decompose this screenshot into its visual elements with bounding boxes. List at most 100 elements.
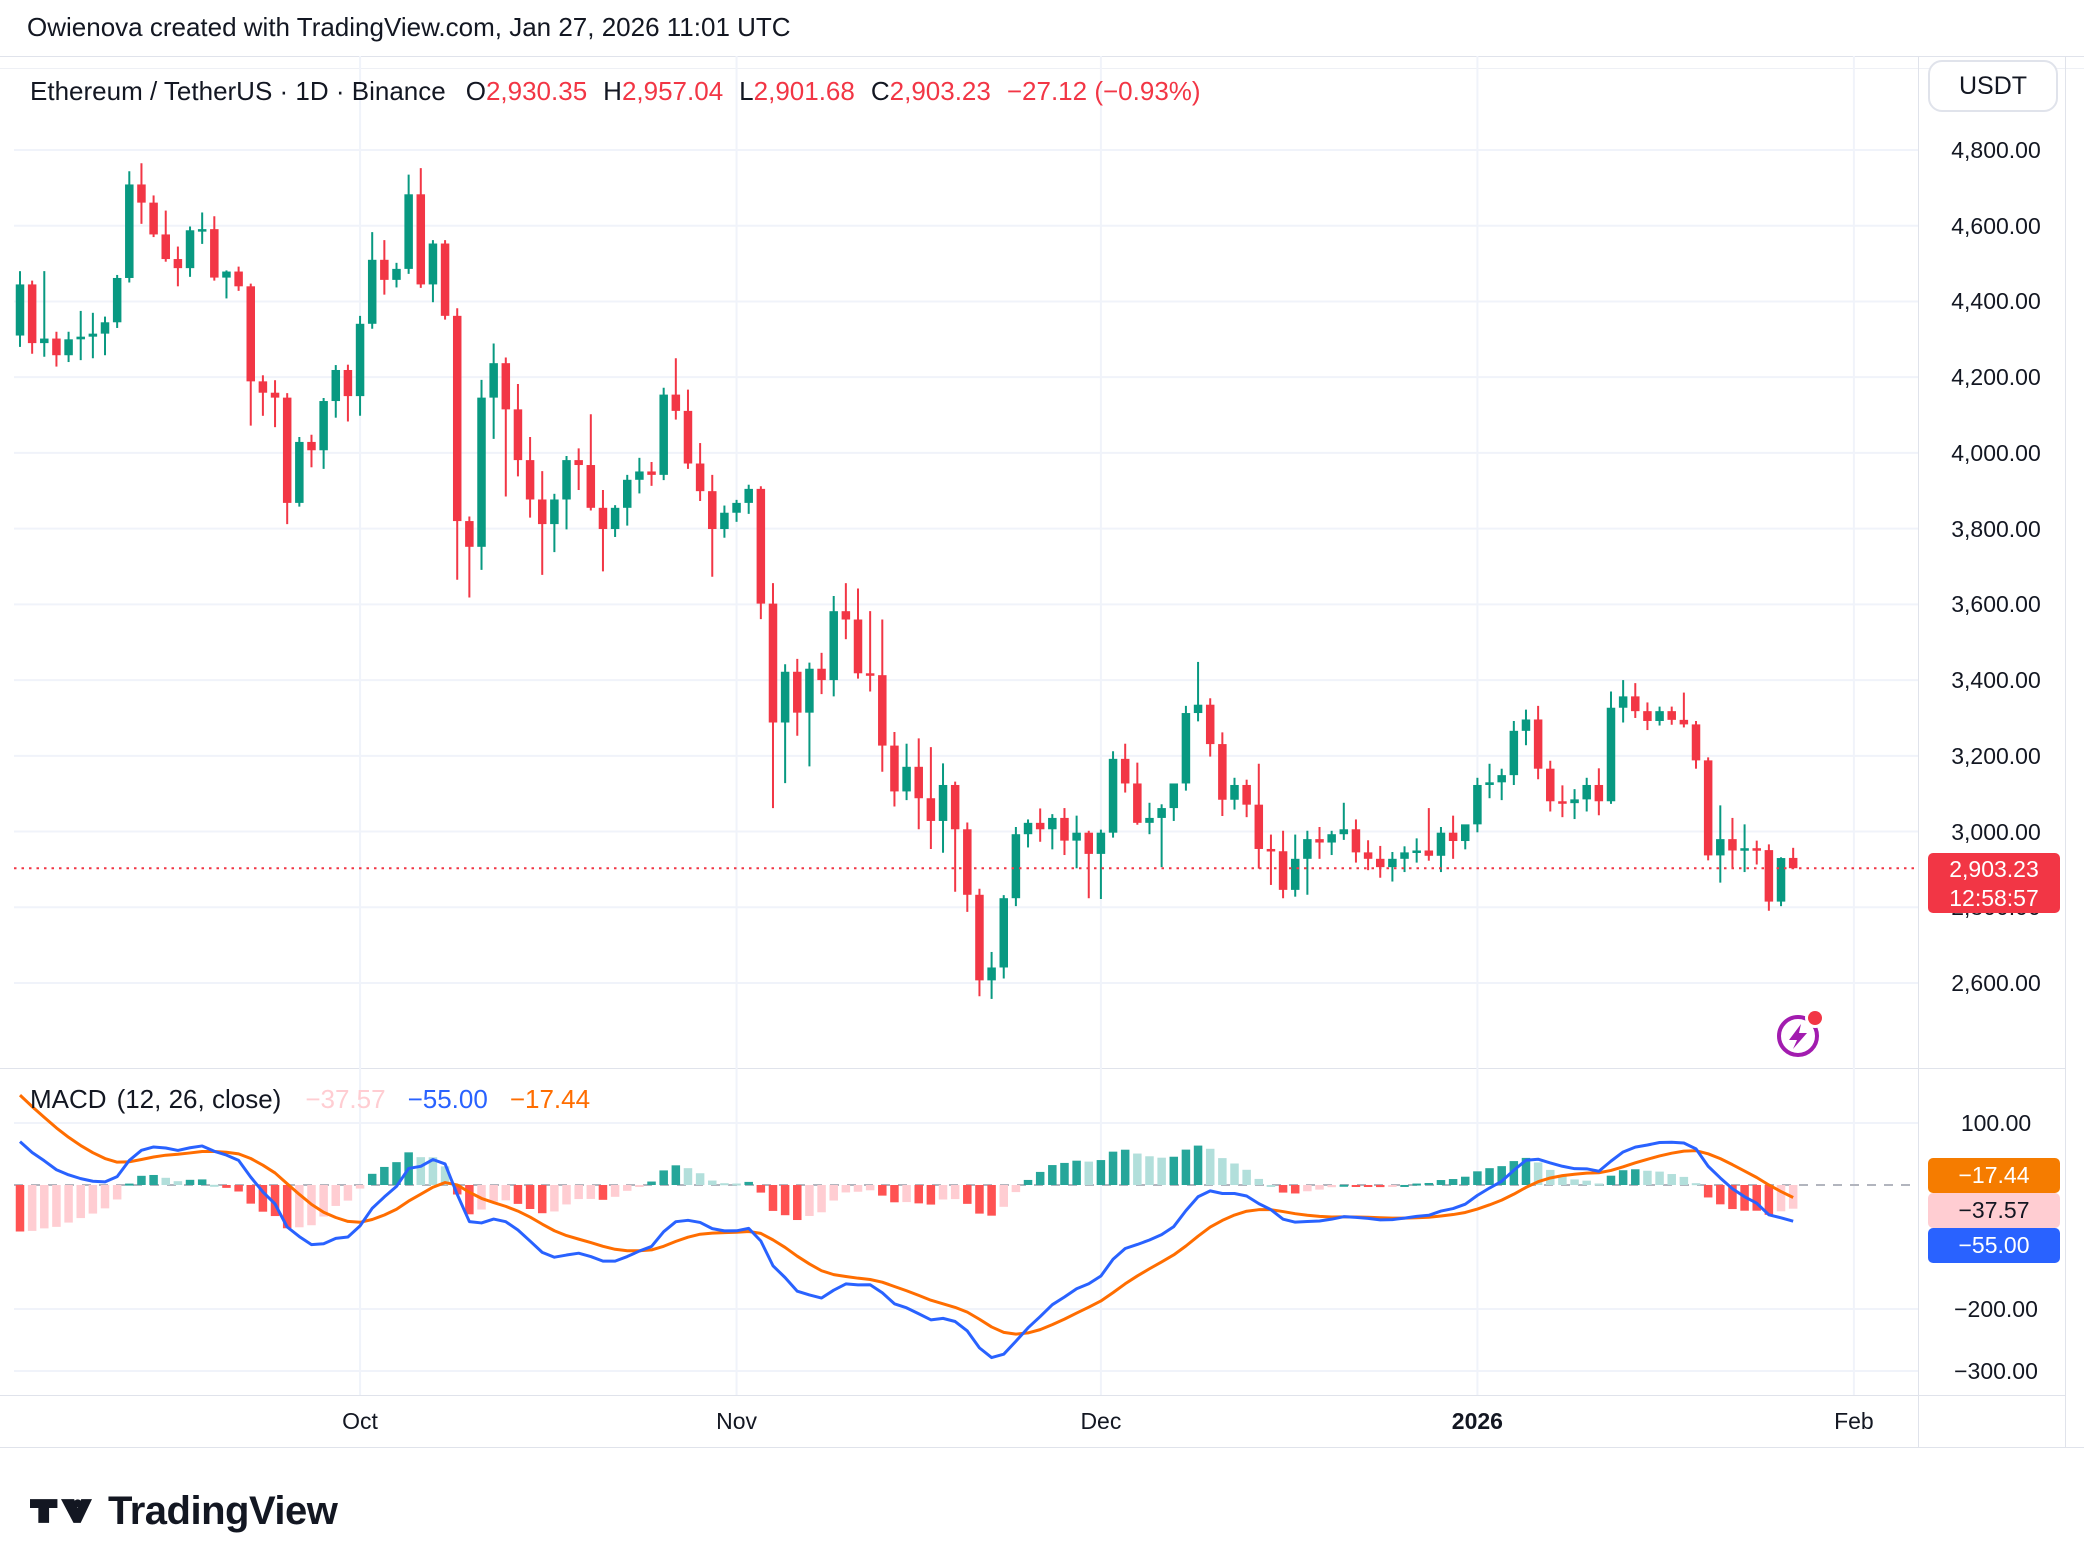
macd-histogram-bar (440, 1166, 450, 1185)
symbol-title[interactable]: Ethereum / TetherUS · 1D · Binance (30, 76, 446, 106)
time-axis-label-2026[interactable]: 2026 (1451, 1408, 1503, 1434)
price-axis-label[interactable]: 4,400.00 (1951, 288, 2041, 315)
macd-histogram-bar (878, 1185, 887, 1196)
price-axis-label[interactable]: 3,800.00 (1951, 515, 2041, 542)
price-scale-currency-button[interactable]: USDT (1928, 60, 2058, 112)
macd-axis-label[interactable]: −200.00 (1954, 1296, 2038, 1322)
macd-histogram-bar (210, 1184, 219, 1187)
macd-signal-value: −17.44 (509, 1084, 591, 1114)
price-axis-label[interactable]: 3,200.00 (1951, 742, 2041, 769)
macd-histogram-bar (926, 1185, 936, 1205)
flash-circle (1777, 1015, 1819, 1057)
candle-body (1473, 784, 1482, 825)
candle-body (428, 243, 438, 285)
price-axis-label[interactable]: 4,200.00 (1951, 364, 2041, 391)
macd-main-line (18, 1140, 1794, 1360)
macd-axis-label[interactable]: −300.00 (1954, 1358, 2038, 1384)
candle-body (805, 668, 814, 713)
candle-body (1497, 775, 1506, 783)
candle-body (926, 798, 936, 821)
macd-histogram-bar (841, 1185, 851, 1193)
time-axis-label-feb[interactable]: Feb (1834, 1408, 1874, 1434)
macd-histogram-bar (1084, 1161, 1094, 1185)
price-axis-label[interactable]: 4,600.00 (1951, 212, 2041, 239)
candle-body (1023, 822, 1033, 835)
macd-legend[interactable]: MACD (12, 26, close) −37.57 −55.00 −17.4… (30, 1084, 590, 1115)
price-axis-label[interactable]: 3,600.00 (1951, 591, 2041, 618)
candle-body (671, 394, 681, 411)
candle-body (270, 392, 280, 398)
candle-body (744, 488, 753, 503)
macd-histogram-bar (562, 1185, 571, 1205)
macd-histogram-bar (1618, 1170, 1628, 1185)
macd-histogram-bar (1181, 1149, 1191, 1185)
macd-histogram-bar (1558, 1175, 1567, 1185)
macd-histogram-bar (1096, 1160, 1106, 1185)
macd-histogram-bar (1521, 1157, 1531, 1185)
macd-histogram-bar (1278, 1185, 1288, 1193)
candle-body (708, 491, 717, 530)
symbol-legend[interactable]: Ethereum / TetherUS · 1D · Binance O2,93… (30, 76, 1201, 107)
macd-histogram-bar (1533, 1162, 1543, 1185)
macd-histogram-bar (817, 1185, 826, 1213)
macd-histogram-bar (1315, 1185, 1324, 1190)
macd-histogram-bar (197, 1179, 207, 1185)
candle-body (222, 271, 231, 278)
candle-body (1254, 804, 1264, 849)
candle-body (185, 230, 195, 269)
candle-body (635, 471, 644, 480)
candle-body (477, 397, 486, 547)
macd-histogram-bar (452, 1185, 462, 1195)
candle-body (902, 766, 911, 792)
ohlc-close: C2,903.23 (870, 76, 991, 106)
candle-body (258, 381, 268, 393)
widget-top-border (0, 56, 2084, 57)
macd-histogram-bar (1388, 1185, 1397, 1187)
macd-histogram-bar (999, 1185, 1008, 1207)
macd-histogram-bar (1290, 1185, 1300, 1194)
candle-body (1400, 852, 1409, 859)
macd-params: (12, 26, close) (116, 1084, 282, 1114)
candle-body (1096, 832, 1106, 854)
macd-histogram-bar (1035, 1171, 1045, 1185)
price-axis-label[interactable]: 4,800.00 (1951, 137, 2041, 163)
candle-body (161, 234, 170, 260)
price-axis-label[interactable]: 3,400.00 (1951, 667, 2041, 694)
time-axis-label-nov[interactable]: Nov (716, 1408, 757, 1434)
macd-histogram-bar (1606, 1175, 1616, 1185)
macd-histogram-bar (307, 1185, 316, 1226)
macd-histogram-bar (1060, 1162, 1069, 1185)
price-axis-label[interactable]: 4,000.00 (1951, 439, 2041, 466)
candle-body (234, 271, 243, 287)
candle-body (525, 460, 535, 500)
macd-histogram-bar (1424, 1182, 1434, 1185)
candle-body (841, 611, 851, 620)
candle-body (780, 671, 790, 723)
price-axis-label[interactable]: 2,600.00 (1951, 970, 2041, 996)
candle-body (1558, 801, 1567, 804)
time-axis-label-dec[interactable]: Dec (1080, 1408, 1122, 1434)
macd-histogram-bar (380, 1166, 389, 1185)
macd-histogram-bar (1400, 1184, 1409, 1187)
macd-histogram-bar (1157, 1157, 1166, 1185)
macd-histogram-bar (829, 1185, 838, 1201)
macd-histogram-bar (793, 1185, 802, 1221)
macd-histogram-bar (1679, 1176, 1689, 1185)
macd-histogram-bar (1546, 1169, 1555, 1185)
macd-histogram-bar (1242, 1169, 1251, 1185)
macd-histogram-bar (1716, 1185, 1725, 1205)
macd-axis-label[interactable]: 100.00 (1960, 1110, 2032, 1136)
macd-histogram-bar (149, 1174, 158, 1185)
candle-body (1521, 719, 1531, 731)
candle-body (1764, 850, 1774, 902)
macd-histogram-bar (112, 1185, 122, 1200)
candle-body (1546, 768, 1555, 802)
candle-body (295, 441, 304, 503)
pane-divider[interactable] (0, 1068, 2065, 1069)
candle-body (768, 603, 778, 723)
price-axis-label[interactable]: 3,000.00 (1951, 818, 2041, 845)
time-axis-label-oct[interactable]: Oct (342, 1408, 378, 1434)
macd-title[interactable]: MACD (30, 1084, 107, 1114)
flash-events-icon[interactable] (1772, 1008, 1828, 1064)
